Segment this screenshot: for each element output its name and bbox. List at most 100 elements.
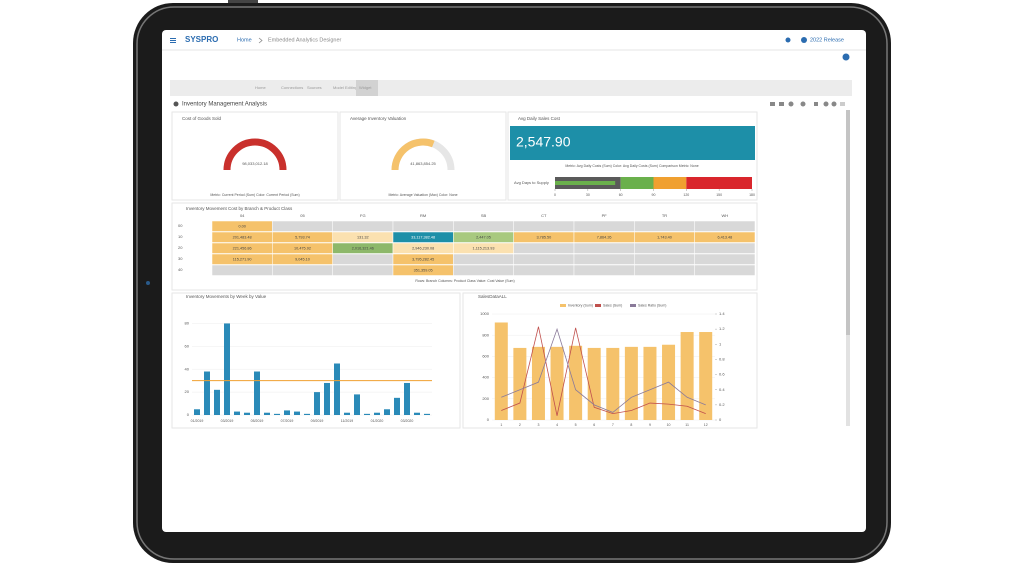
panel bbox=[462, 292, 758, 429]
tab[interactable]: Model Editing bbox=[333, 85, 357, 90]
row-header: 40 bbox=[178, 267, 183, 272]
column-header: WH bbox=[721, 213, 728, 218]
tick-label: 90 bbox=[652, 193, 656, 197]
bar bbox=[224, 323, 230, 415]
row-header: 30 bbox=[178, 256, 183, 261]
bar bbox=[414, 412, 420, 415]
row-header: 10 bbox=[178, 234, 183, 239]
pivot-value: 5,793.74 bbox=[295, 235, 310, 239]
column-header: CT bbox=[541, 213, 547, 218]
column-header: 05 bbox=[300, 213, 305, 218]
bar bbox=[304, 413, 310, 415]
x-tick-label: 01/2020 bbox=[371, 419, 384, 423]
pivot-value: 221,456.86 bbox=[233, 246, 252, 250]
tab[interactable]: Home bbox=[255, 85, 266, 90]
pivot-cell bbox=[211, 264, 273, 276]
bar bbox=[364, 413, 370, 415]
bar bbox=[569, 345, 583, 420]
bullet-value bbox=[555, 181, 616, 185]
bell-icon[interactable] bbox=[785, 37, 791, 43]
y-tick-label: 0 bbox=[187, 412, 190, 417]
column-header: 04 bbox=[240, 213, 245, 218]
bar bbox=[324, 382, 330, 415]
panel-title: Inventory Movement Cost by Branch & Prod… bbox=[186, 206, 293, 211]
tab[interactable]: Sources bbox=[307, 85, 322, 90]
panel bbox=[507, 111, 758, 201]
x-tick-label: 4 bbox=[556, 423, 558, 427]
settings-icon[interactable] bbox=[842, 53, 850, 61]
gauge-value: 98,033,012.18 bbox=[242, 161, 268, 166]
x-tick-label: 11/2019 bbox=[341, 419, 353, 423]
bar bbox=[624, 346, 638, 420]
toolbar[interactable] bbox=[770, 101, 845, 107]
pivot-cell bbox=[634, 264, 695, 276]
pivot-cell bbox=[513, 253, 575, 265]
pivot-cell bbox=[694, 253, 756, 265]
kpi-box bbox=[510, 126, 755, 160]
y2-tick-label: 1.4 bbox=[719, 311, 725, 316]
row-header: 20 bbox=[178, 245, 183, 250]
bar bbox=[680, 332, 694, 420]
scroll-thumb[interactable] bbox=[846, 110, 850, 335]
y2-tick-label: 0.6 bbox=[719, 372, 725, 377]
x-tick-label: 8 bbox=[630, 423, 632, 427]
y-tick-label: 800 bbox=[482, 332, 489, 337]
bar bbox=[334, 363, 340, 415]
y2-tick-label: 1 bbox=[719, 341, 722, 346]
column-header: SB bbox=[481, 213, 487, 218]
pivot-value: 6,413.48 bbox=[717, 235, 732, 239]
pivot-cell bbox=[694, 264, 756, 276]
pivot-cell bbox=[453, 264, 514, 276]
bar bbox=[374, 412, 380, 415]
bar bbox=[513, 347, 527, 420]
chart-title: SalesDataALL bbox=[478, 294, 507, 299]
pivot-cell bbox=[573, 220, 635, 232]
column-header: TR bbox=[662, 213, 667, 218]
pivot-value: 1,743.40 bbox=[657, 235, 672, 239]
y-tick-label: 600 bbox=[482, 353, 489, 358]
column-header: FG bbox=[360, 213, 366, 218]
y-tick-label: 200 bbox=[482, 396, 489, 401]
y2-tick-label: 1.2 bbox=[719, 326, 725, 331]
pivot-cell bbox=[272, 264, 333, 276]
pivot-cell bbox=[332, 220, 394, 232]
y2-tick-label: 0.8 bbox=[719, 356, 725, 361]
pivot-cell bbox=[332, 264, 394, 276]
legend-swatch bbox=[560, 304, 566, 307]
user-icon[interactable] bbox=[801, 37, 807, 43]
tab[interactable]: Widget bbox=[359, 85, 372, 90]
pivot-value: 10,475.92 bbox=[294, 246, 311, 250]
release-menu[interactable]: 2022 Release bbox=[810, 37, 844, 43]
y-tick-label: 400 bbox=[482, 375, 489, 380]
pivot-value: 33,117,382.48 bbox=[411, 235, 435, 239]
panel bbox=[171, 111, 339, 201]
y2-tick-label: 0.4 bbox=[719, 387, 725, 392]
pivot-cell bbox=[513, 220, 575, 232]
x-tick-label: 01/2019 bbox=[191, 419, 204, 423]
tab-bar bbox=[170, 80, 852, 96]
menu-icon[interactable] bbox=[170, 38, 176, 43]
bar bbox=[214, 389, 220, 415]
pivot-cell bbox=[573, 264, 635, 276]
pivot-value: 351,359.05 bbox=[414, 268, 433, 272]
tick-label: 60 bbox=[619, 193, 623, 197]
tablet-button bbox=[228, 0, 258, 3]
bar bbox=[643, 346, 657, 420]
x-tick-label: 3 bbox=[537, 423, 539, 427]
breadcrumb-link[interactable]: Home bbox=[237, 37, 252, 43]
x-tick-label: 10 bbox=[667, 423, 671, 427]
bar bbox=[606, 347, 620, 420]
pivot-cell bbox=[634, 242, 695, 254]
tick-label: 180 bbox=[749, 193, 755, 197]
x-tick-label: 9 bbox=[649, 423, 651, 427]
dashboard-title: Inventory Management Analysis bbox=[182, 102, 267, 108]
tick-label: 150 bbox=[716, 193, 722, 197]
line-series bbox=[501, 326, 706, 416]
pivot-cell bbox=[694, 231, 756, 243]
bar bbox=[424, 413, 430, 415]
tab[interactable]: Connections bbox=[281, 85, 303, 90]
x-tick-label: 1 bbox=[500, 423, 502, 427]
bar bbox=[234, 411, 240, 415]
pivot-cell bbox=[453, 253, 514, 265]
